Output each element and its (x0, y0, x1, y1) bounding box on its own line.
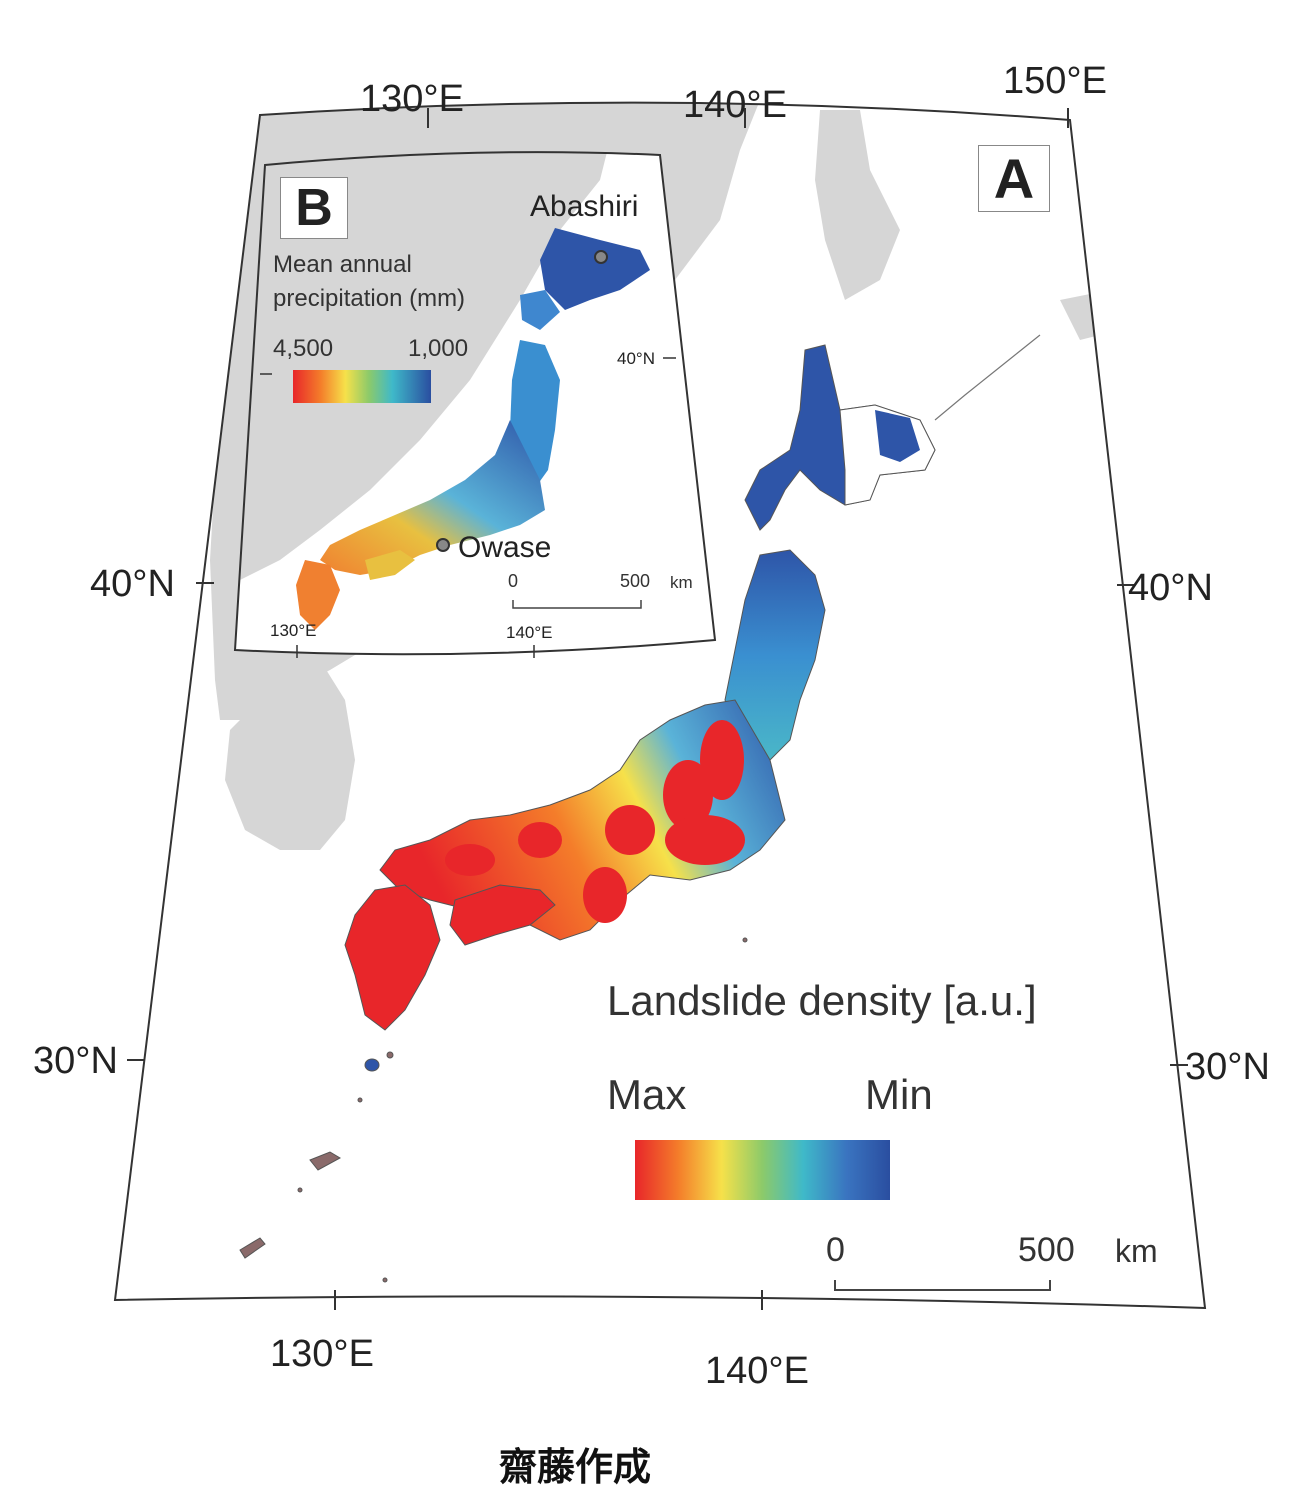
high-density-hotspots (445, 720, 745, 923)
precip-legend-low: 1,000 (408, 335, 469, 362)
hotspot-chubu-north (663, 760, 713, 830)
korea-peninsula (225, 660, 355, 850)
hotspot-chugoku (518, 822, 562, 858)
place-label-owase: Owase (458, 531, 552, 564)
right-lat-label-40n: 40°N (1128, 567, 1213, 609)
precip-legend-high: 4,500 (273, 335, 334, 362)
scale-bar-a (834, 1280, 1051, 1291)
island-dot-5 (742, 937, 748, 943)
island-amami (309, 1151, 342, 1171)
right-lat-label-30n: 30°N (1185, 1046, 1270, 1088)
abashiri-marker (594, 250, 608, 264)
island-dot-2 (357, 1097, 363, 1103)
scale-bar-b (512, 600, 642, 609)
precip-colorbar (293, 370, 431, 403)
hotspot-chubu (665, 815, 745, 865)
panel-b-asia (240, 152, 610, 580)
figure-caption: 齋藤作成 (498, 1445, 651, 1489)
hotspot-chugoku-west (445, 844, 495, 876)
owase-marker (436, 538, 450, 552)
density-legend-max: Max (607, 1071, 687, 1118)
kuril-islands (934, 334, 1041, 421)
panel-a-tag: A (978, 145, 1050, 212)
panel-b-frame-border (233, 151, 717, 656)
panel-b-shikoku (365, 550, 415, 580)
top-lon-label-130e: 130°E (360, 78, 464, 120)
panel-b-hokkaido-south (520, 290, 560, 330)
scale-a-unit: km (1115, 1233, 1158, 1269)
sakhalin-island (815, 110, 900, 300)
scale-b-unit: km (670, 573, 693, 592)
tohoku-region (724, 549, 826, 761)
panel-b-inset (233, 151, 717, 658)
precip-legend-title-line2: precipitation (mm) (273, 285, 466, 312)
shikoku-region (449, 884, 556, 946)
top-lon-label-140e: 140°E (683, 84, 787, 126)
bottom-lon-label-130e: 130°E (270, 1333, 374, 1375)
island-dot-1 (386, 1051, 394, 1059)
scale-b-end: 500 (620, 571, 651, 591)
scale-b-zero: 0 (508, 571, 519, 591)
panel-b-hokkaido (540, 228, 650, 310)
japan-landslide-density (239, 344, 936, 1283)
island-yakushima (364, 1058, 380, 1072)
panel-b-kyushu (296, 560, 340, 630)
scale-a-zero: 0 (826, 1231, 845, 1269)
hotspot-kii (583, 867, 627, 923)
panel-a-frame-border (113, 101, 1207, 1310)
island-okinawa (239, 1237, 266, 1259)
precip-legend-title-line1: Mean annual (273, 251, 412, 278)
panel-b-lon-label-140e: 140°E (506, 623, 553, 642)
bottom-lon-label-140e: 140°E (705, 1350, 809, 1392)
density-legend-min: Min (865, 1071, 933, 1118)
panel-a-ticks (127, 108, 1188, 1310)
left-lat-label-30n: 30°N (33, 1040, 118, 1082)
hotspot-niigata (700, 720, 744, 800)
density-colorbar (635, 1140, 890, 1200)
island-dot-4 (382, 1277, 388, 1283)
left-lat-label-40n: 40°N (90, 563, 175, 605)
panel-b-japan-main (320, 420, 545, 575)
hotspot-kinki-north (605, 805, 655, 855)
density-legend-title: Landslide density [a.u.] (607, 977, 1037, 1024)
panel-b-tag: B (280, 177, 348, 239)
hokkaido-east-patch (875, 410, 920, 462)
panel-b-lon-label-130e: 130°E (270, 621, 317, 640)
kyushu-region (344, 884, 441, 1031)
panel-b-lat-label-40n: 40°N (617, 349, 655, 368)
place-label-abashiri: Abashiri (530, 190, 639, 223)
island-dot-3 (297, 1187, 303, 1193)
scale-a-end: 500 (1018, 1231, 1075, 1269)
top-lon-label-150e: 150°E (1003, 60, 1107, 102)
southern-islands (239, 937, 748, 1283)
